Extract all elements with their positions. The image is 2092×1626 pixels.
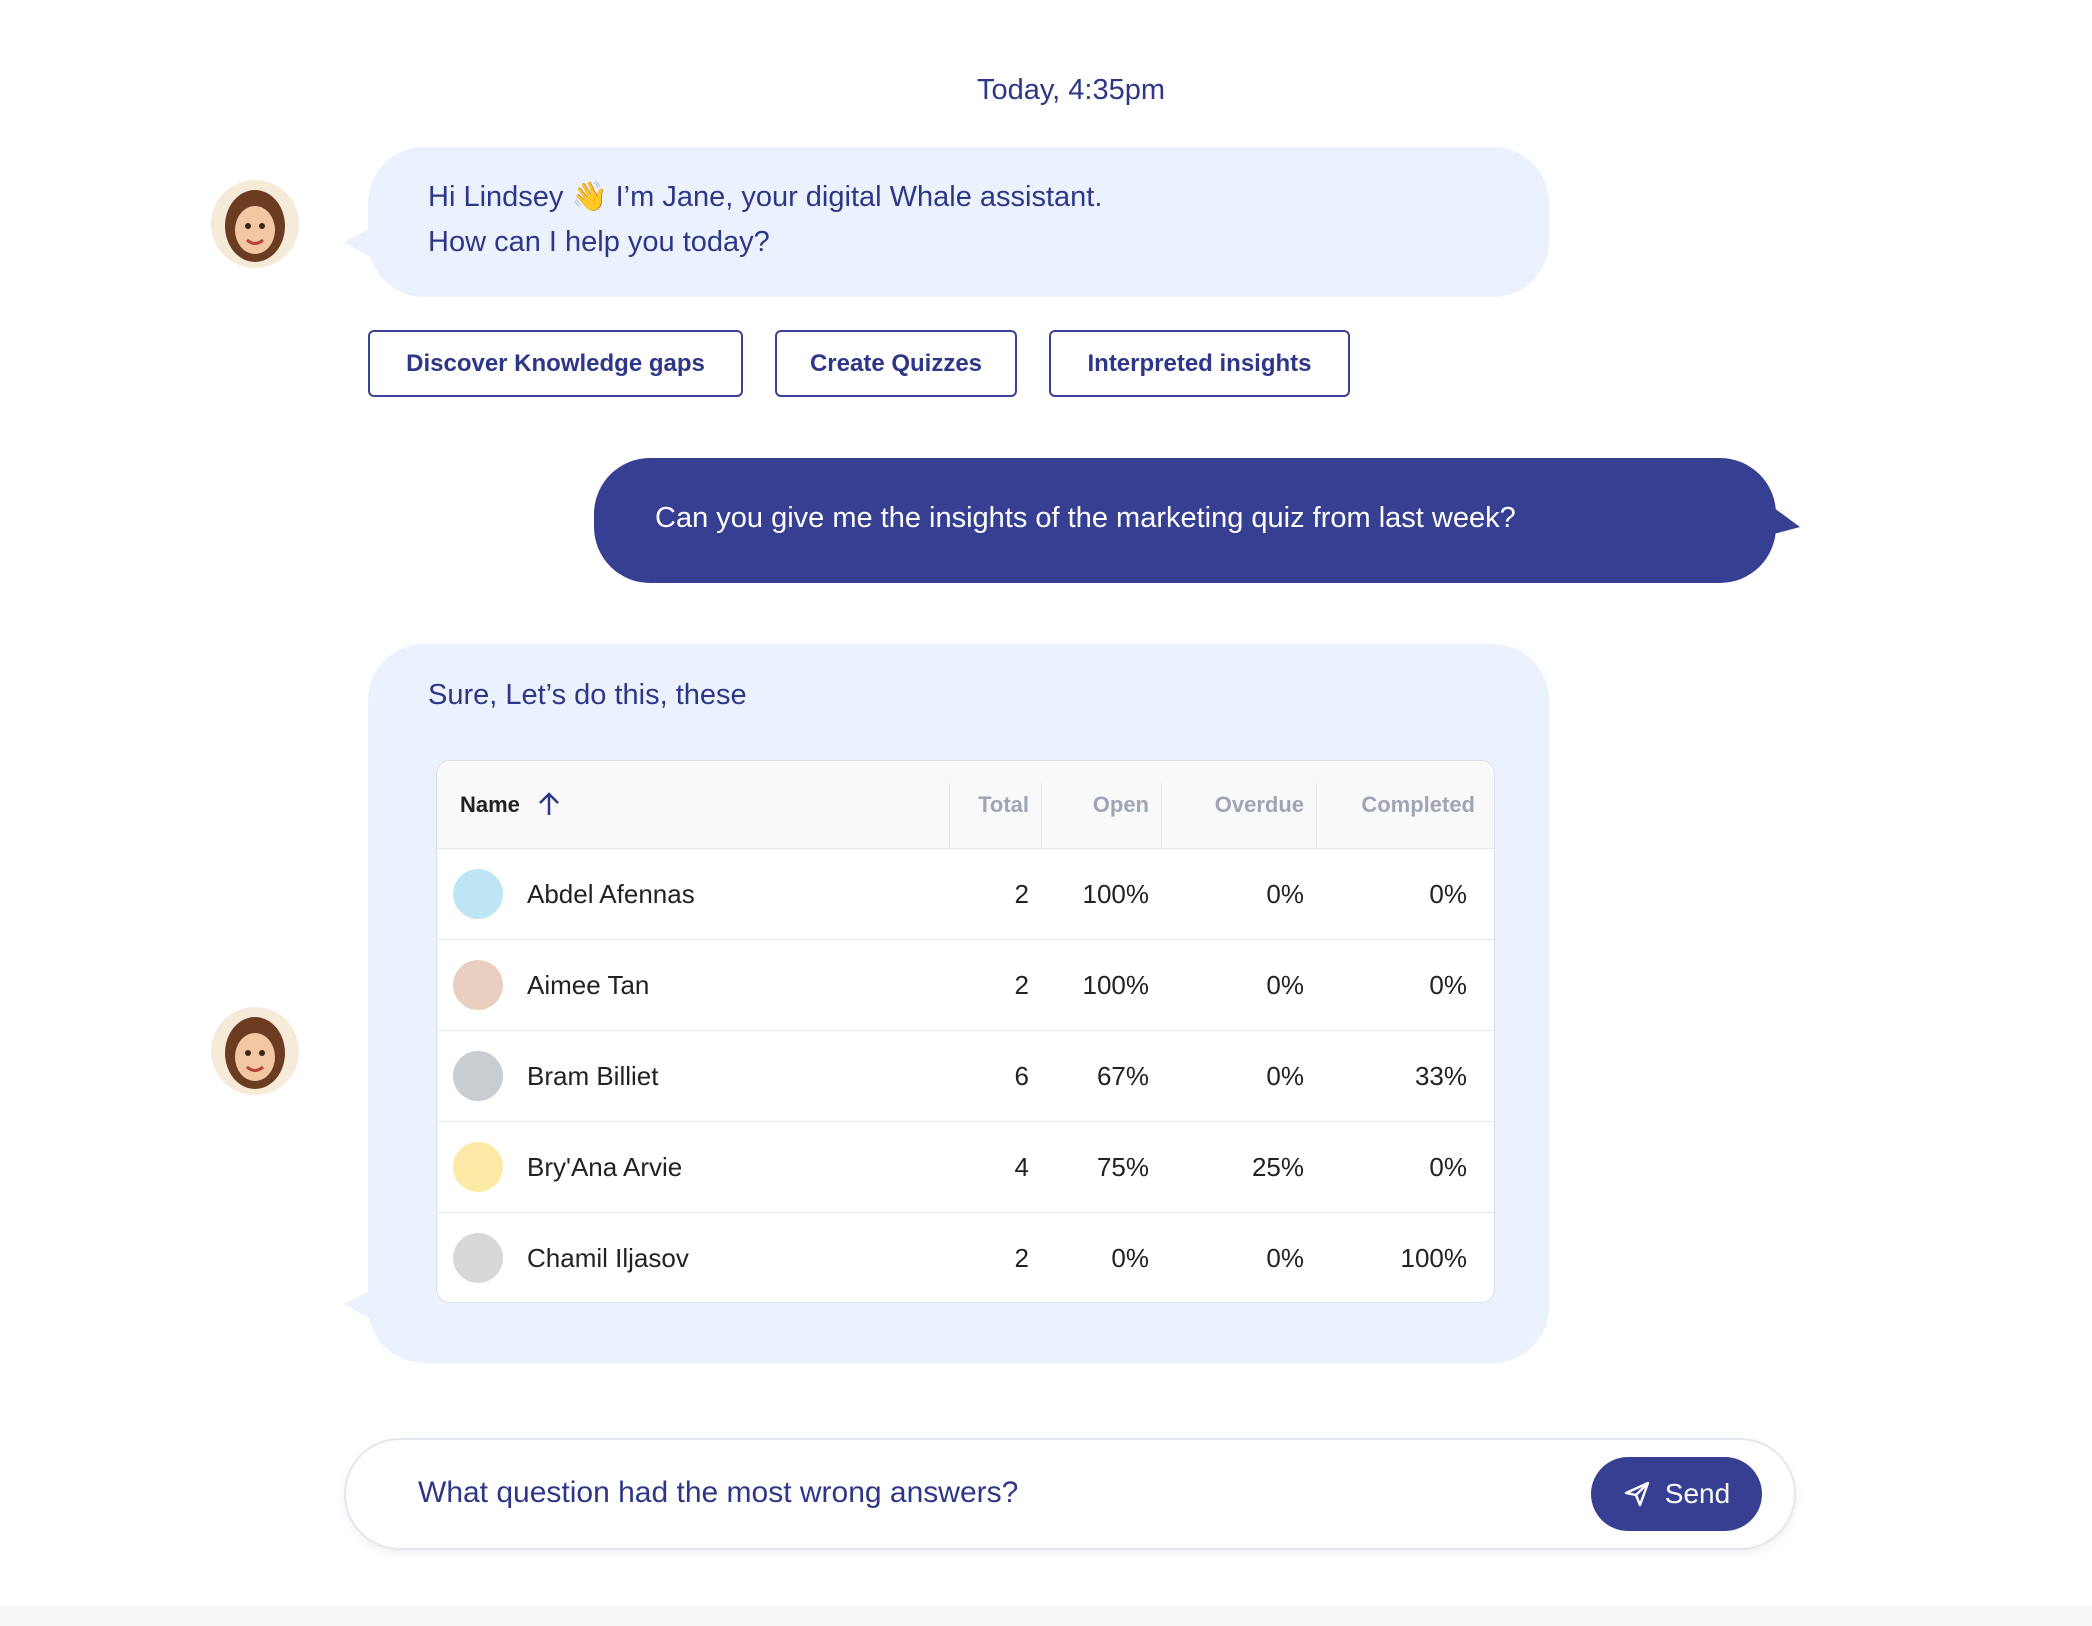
table-row: Abdel Afennas 2 100% 0% 0% xyxy=(437,848,1494,940)
person-name: Aimee Tan xyxy=(527,970,650,1000)
table-row: Aimee Tan 2 100% 0% 0% xyxy=(437,939,1494,1031)
column-divider xyxy=(1316,783,1317,848)
bubble-tail xyxy=(344,228,372,258)
table-row: Bram Billiet 6 67% 0% 33% xyxy=(437,1030,1494,1122)
send-icon xyxy=(1624,1481,1649,1507)
person-avatar xyxy=(453,869,503,919)
table-cell: 25% xyxy=(1251,1152,1304,1182)
input-text[interactable]: What question had the most wrong answers… xyxy=(418,1476,1019,1509)
reply-text: Sure, Let’s do this, these xyxy=(428,679,747,711)
table-cell: 0% xyxy=(1111,1243,1149,1273)
person-avatar xyxy=(453,1051,503,1101)
table-cell: 2 xyxy=(1014,1243,1029,1273)
table-cell: 2 xyxy=(1014,879,1029,909)
table-cell: 4 xyxy=(1014,1152,1029,1182)
suggestion-button[interactable]: Interpreted insights xyxy=(1049,330,1350,397)
table-cell: 0% xyxy=(1429,970,1467,1000)
person-avatar xyxy=(453,960,503,1010)
column-divider xyxy=(1161,783,1162,848)
assistant-bubble xyxy=(368,147,1549,297)
table-header xyxy=(437,761,1494,848)
column-header: Open xyxy=(1092,791,1149,817)
input-box[interactable] xyxy=(344,1438,1796,1550)
table-cell: 0% xyxy=(1266,1061,1304,1091)
table-cell: 100% xyxy=(1400,1243,1468,1273)
column-header: Name xyxy=(460,791,520,817)
table-cell: 67% xyxy=(1096,1061,1149,1091)
user-bubble xyxy=(594,458,1776,583)
person-avatar xyxy=(453,1233,503,1283)
assistant-avatar xyxy=(211,180,299,268)
greeting-line: How can I help you today? xyxy=(428,226,770,258)
column-header: Total xyxy=(978,791,1029,817)
assistant-avatar xyxy=(211,1007,299,1095)
user-message: Can you give me the insights of the mark… xyxy=(655,502,1516,534)
column-divider xyxy=(1041,783,1042,848)
person-name: Chamil Iljasov xyxy=(527,1243,689,1273)
person-name: Bry'Ana Arvie xyxy=(527,1152,683,1182)
send-label: Send xyxy=(1664,1478,1731,1509)
table-cell: 100% xyxy=(1082,970,1150,1000)
table-cell: 0% xyxy=(1266,1243,1304,1273)
footer-strip xyxy=(0,1606,2092,1626)
table-row: Chamil Iljasov 2 0% 0% 100% xyxy=(437,1212,1494,1302)
table-cell: 100% xyxy=(1082,879,1150,909)
table: Name Total Open Overdue Completed Abdel Afenn… xyxy=(436,760,1495,1303)
table-row: Bry'Ana Arvie 4 75% 25% 0% xyxy=(437,1121,1494,1213)
column-header: Completed xyxy=(1361,791,1475,817)
table-cell: 33% xyxy=(1414,1061,1467,1091)
greeting-line: Hi Lindsey 👋 I’m Jane, your digital Whal… xyxy=(428,181,1103,213)
suggestion-button[interactable]: Create Quizzes xyxy=(775,330,1017,397)
table-cell: 6 xyxy=(1014,1061,1029,1091)
person-name: Bram Billiet xyxy=(527,1061,659,1091)
bubble-tail xyxy=(1770,505,1800,535)
timestamp: Today, 4:35pm xyxy=(976,74,1166,106)
column-divider xyxy=(949,783,950,848)
person-name: Abdel Afennas xyxy=(527,879,695,909)
column-header: Overdue xyxy=(1214,791,1304,817)
person-avatar xyxy=(453,1142,503,1192)
suggestion-button[interactable]: Discover Knowledge gaps xyxy=(368,330,743,397)
table-cell: 0% xyxy=(1429,879,1467,909)
send-button[interactable]: Send xyxy=(1591,1457,1762,1531)
sort-icon[interactable] xyxy=(537,791,561,817)
table-cell: 2 xyxy=(1014,970,1029,1000)
table-cell: 0% xyxy=(1429,1152,1467,1182)
table-cell: 0% xyxy=(1266,970,1304,1000)
table-cell: 0% xyxy=(1266,879,1304,909)
table-cell: 75% xyxy=(1096,1152,1149,1182)
bubble-tail xyxy=(344,1290,372,1320)
